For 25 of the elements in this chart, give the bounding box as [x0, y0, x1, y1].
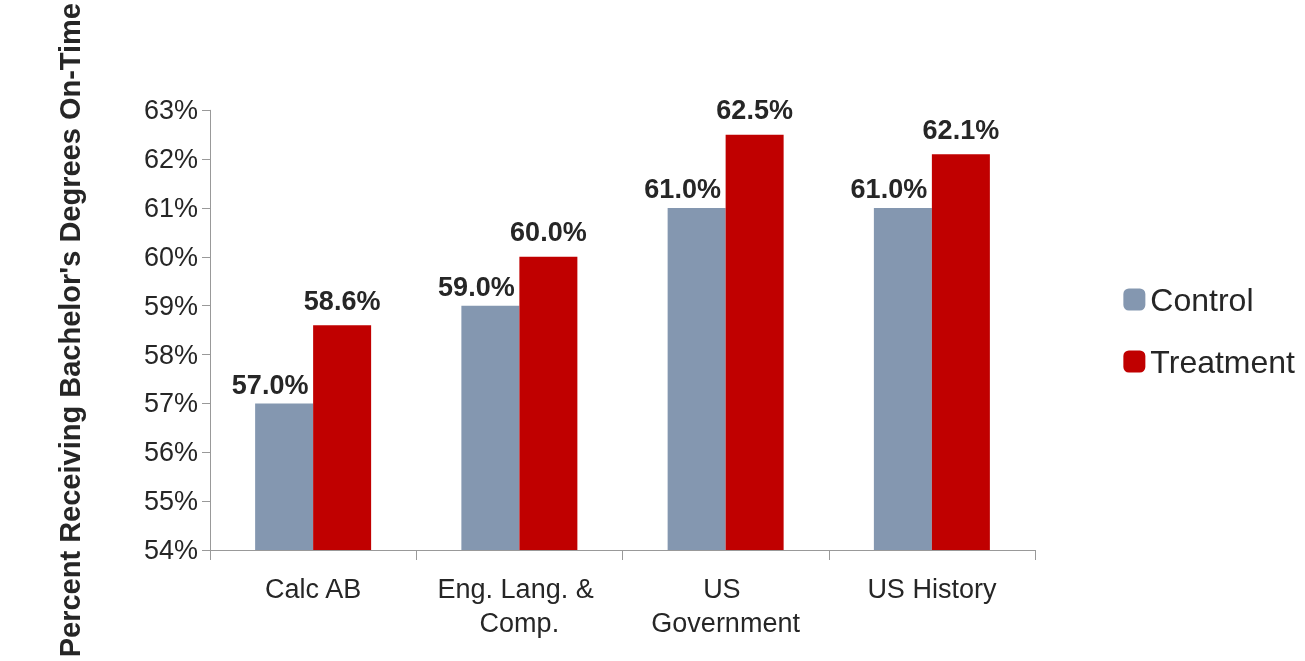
- data-label: 62.5%: [716, 95, 793, 126]
- x-tick-label: Eng. Lang. & Comp.: [437, 574, 602, 638]
- y-tick-label: 63%: [143, 95, 198, 126]
- legend-label: Control: [1150, 281, 1254, 318]
- data-label: 59.0%: [438, 272, 515, 303]
- y-tick-label: 56%: [143, 437, 198, 468]
- x-tick-label: Calc AB: [265, 574, 362, 604]
- y-tick-label: 57%: [143, 388, 198, 419]
- x-tick-label: US History: [867, 574, 997, 604]
- data-label: 62.1%: [922, 114, 1000, 145]
- x-tick-label: US Government: [651, 574, 801, 638]
- data-label: 61.0%: [850, 174, 928, 205]
- y-tick-label: 54%: [143, 535, 198, 565]
- data-label: 61.0%: [644, 174, 721, 205]
- y-tick-label: 60%: [143, 241, 198, 272]
- y-axis-title: Percent Receiving Bachelor's Degrees On-Time: [54, 2, 86, 658]
- data-label: 57.0%: [231, 369, 309, 400]
- legend-label: Treatment: [1150, 343, 1296, 380]
- y-tick-label: 59%: [143, 290, 198, 321]
- data-label: 58.6%: [303, 285, 381, 316]
- y-tick-label: 58%: [143, 339, 198, 370]
- y-tick-label: 55%: [143, 486, 198, 517]
- y-tick-label: 61%: [143, 193, 198, 223]
- y-tick-label: 62%: [143, 144, 198, 175]
- data-label: 60.0%: [510, 217, 587, 248]
